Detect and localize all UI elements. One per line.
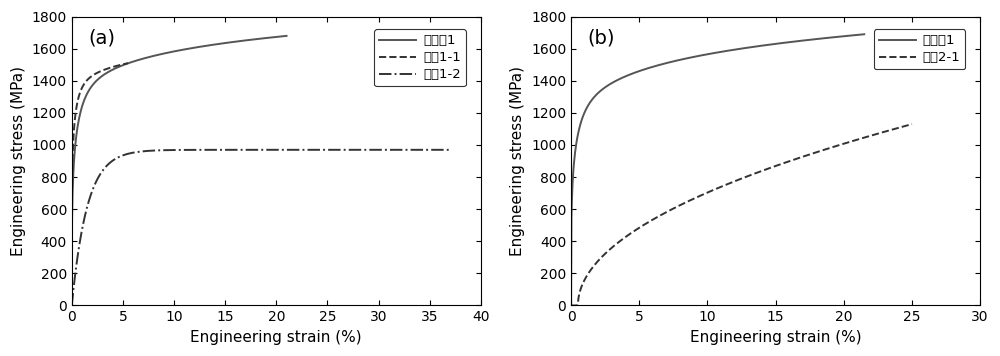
Y-axis label: Engineering stress (MPa): Engineering stress (MPa) xyxy=(11,66,26,256)
Text: (b): (b) xyxy=(587,28,615,47)
X-axis label: Engineering strain (%): Engineering strain (%) xyxy=(690,330,861,345)
X-axis label: Engineering strain (%): Engineering strain (%) xyxy=(190,330,362,345)
Y-axis label: Engineering stress (MPa): Engineering stress (MPa) xyxy=(510,66,525,256)
Legend: 实施例1, 对比2-1: 实施例1, 对比2-1 xyxy=(874,29,965,69)
Text: (a): (a) xyxy=(88,28,115,47)
Legend: 实施例1, 对比1-1, 对比1-2: 实施例1, 对比1-1, 对比1-2 xyxy=(374,29,466,87)
